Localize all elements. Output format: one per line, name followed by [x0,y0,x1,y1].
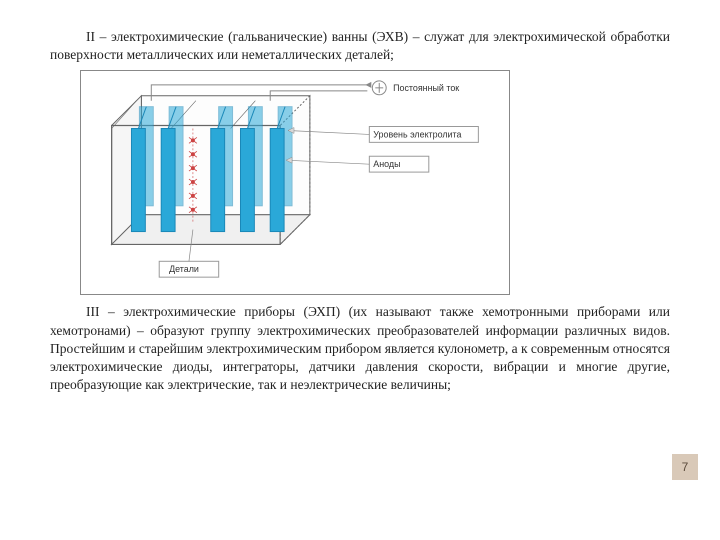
paragraph-2: III – электрохимические приборы (ЭХП) (и… [50,303,670,394]
svg-text:Уровень электролита: Уровень электролита [373,130,461,140]
page-number-badge: 7 [672,454,698,480]
diagram-svg: Постоянный ток Уровень электролита Аноды Де… [81,71,509,294]
svg-text:Аноды: Аноды [373,160,400,170]
paragraph-1: II – электрохимические (гальванические) … [50,28,670,64]
svg-text:Детали: Детали [169,265,199,275]
svg-text:Постоянный ток: Постоянный ток [393,83,459,93]
page-number: 7 [682,460,689,474]
bath-diagram: Постоянный ток Уровень электролита Аноды Де… [80,70,510,295]
